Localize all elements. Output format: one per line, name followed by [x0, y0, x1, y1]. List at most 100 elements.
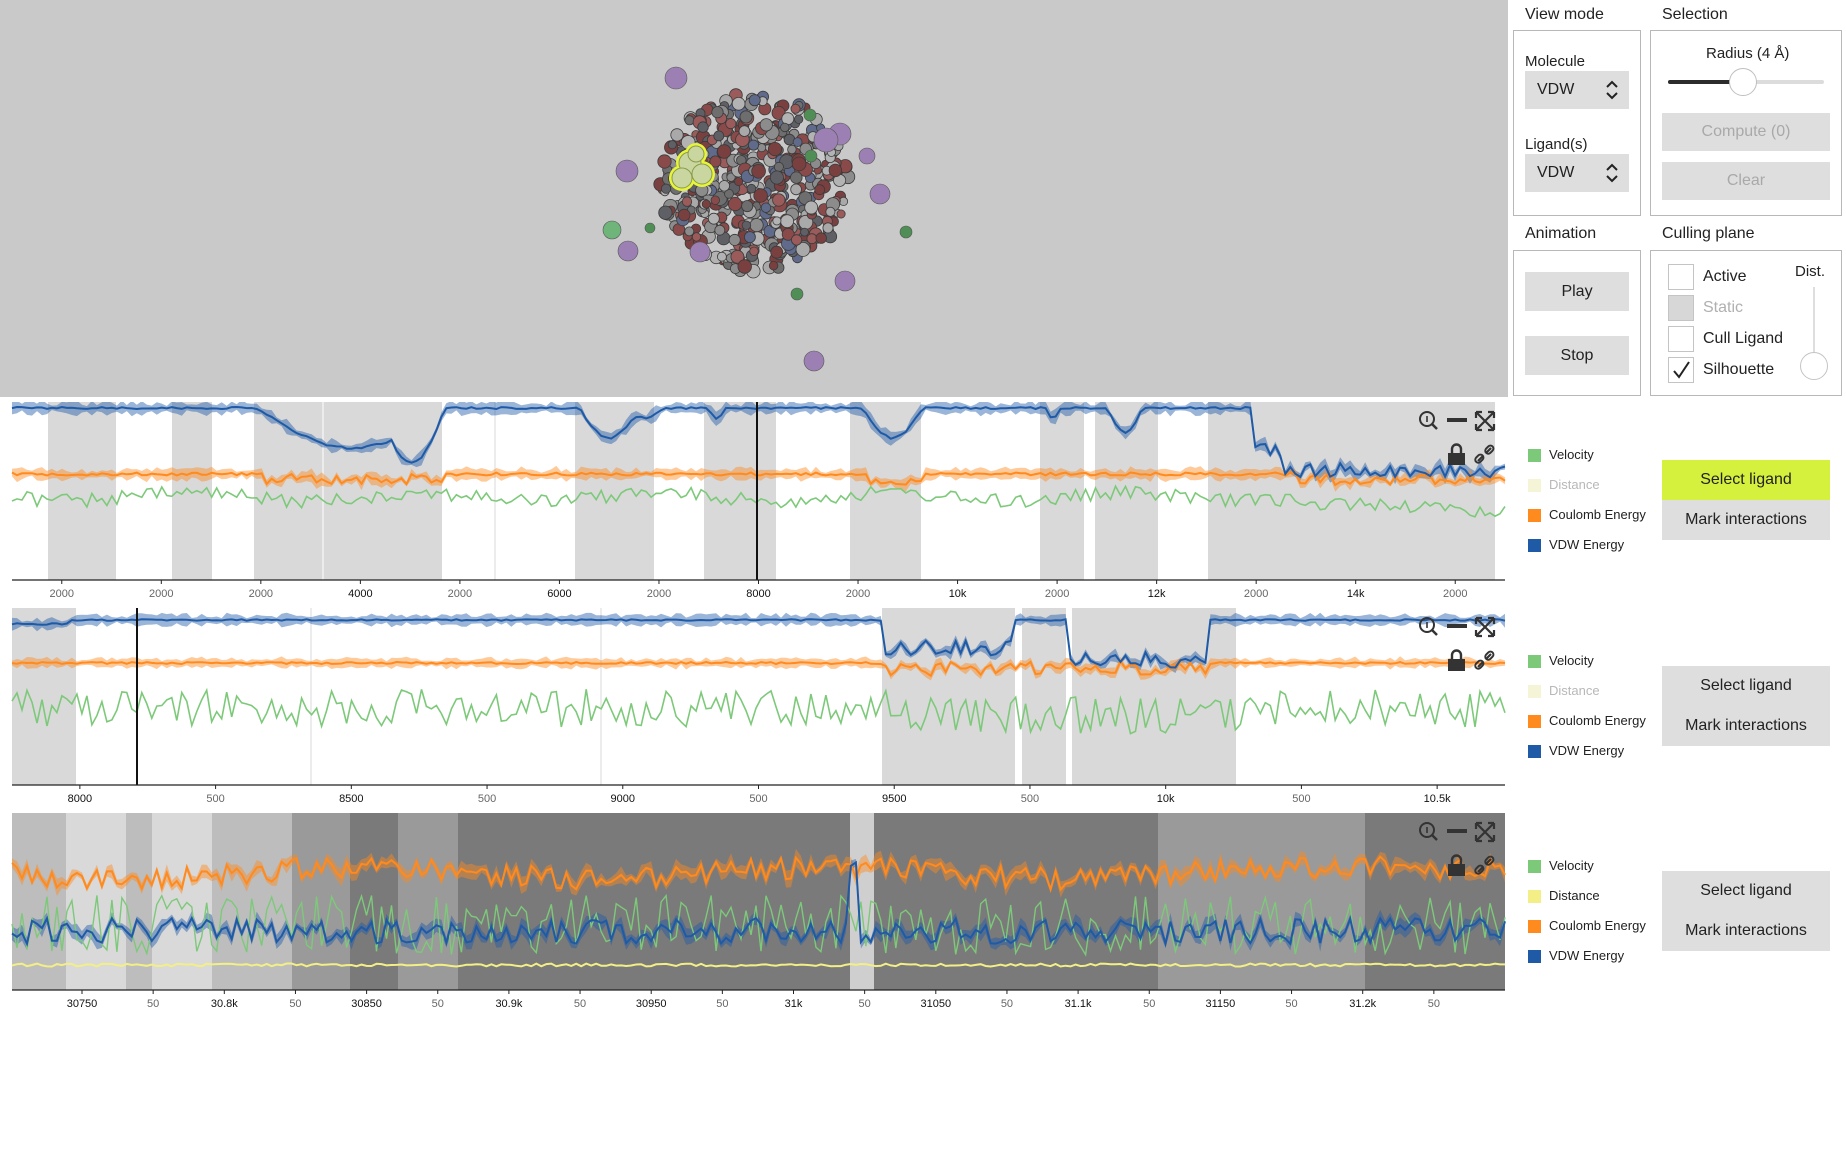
selected-ligand[interactable]: [669, 143, 715, 191]
timeline-chart-2[interactable]: 8000 500 8500 500 9000 500 9500 500 10k 500 10.5k: [0, 608, 1846, 818]
atom: [825, 206, 836, 217]
interaction-region[interactable]: [12, 813, 66, 990]
interaction-region[interactable]: [1208, 402, 1495, 580]
ligands-select[interactable]: VDW: [1525, 154, 1629, 192]
lock-icon[interactable]: [1448, 649, 1465, 671]
atom: [814, 184, 826, 196]
legend-item[interactable]: Distance: [1528, 683, 1658, 699]
mark-interactions-button[interactable]: Mark interactions: [1662, 911, 1830, 951]
cull-ligand-checkbox[interactable]: [1668, 326, 1694, 352]
legend-item[interactable]: Velocity: [1528, 447, 1658, 463]
interaction-region[interactable]: [850, 813, 874, 990]
zoom-icon[interactable]: [1419, 411, 1438, 430]
radius-slider-knob[interactable]: [1728, 68, 1757, 96]
molecule-viewport[interactable]: [0, 0, 1508, 397]
link-icon[interactable]: [1474, 855, 1495, 875]
interaction-region[interactable]: [1072, 608, 1236, 785]
interaction-region[interactable]: [254, 402, 442, 580]
x-tick-label: 8000: [746, 588, 770, 600]
legend-item[interactable]: Coulomb Energy: [1528, 918, 1658, 934]
atom: [684, 226, 695, 237]
atom: [787, 144, 797, 155]
fullscreen-icon[interactable]: [1474, 821, 1496, 843]
x-tick-label: 6000: [547, 588, 571, 600]
x-tick-label: 2000: [448, 588, 472, 600]
interaction-region[interactable]: [1365, 813, 1505, 990]
legend-item[interactable]: Velocity: [1528, 653, 1658, 669]
select-ligand-button[interactable]: Select ligand: [1662, 871, 1830, 911]
static-checkbox[interactable]: [1668, 295, 1694, 321]
timeline-chart-1[interactable]: 2000 2000 2000 4000 2000 6000 2000 8000 2000 10k 2…: [0, 402, 1846, 612]
minimize-icon[interactable]: [1447, 624, 1467, 628]
zoom-icon[interactable]: [1419, 617, 1438, 636]
atom: [744, 231, 756, 244]
molecule-render[interactable]: [0, 0, 1508, 397]
atom: [790, 183, 802, 196]
lock-icon[interactable]: [1448, 443, 1465, 465]
mark-interactions-button[interactable]: Mark interactions: [1662, 706, 1830, 746]
active-checkbox[interactable]: [1668, 264, 1694, 290]
x-tick-label: 14k: [1347, 588, 1365, 600]
mark-interactions-button[interactable]: Mark interactions: [1662, 500, 1830, 540]
clear-button[interactable]: Clear: [1662, 162, 1830, 200]
interaction-region[interactable]: [1158, 813, 1230, 990]
legend-item[interactable]: Coulomb Energy: [1528, 713, 1658, 729]
dist-slider-knob[interactable]: [1800, 352, 1828, 380]
fullscreen-icon[interactable]: [1474, 616, 1496, 638]
play-button[interactable]: Play: [1525, 272, 1629, 311]
interaction-region[interactable]: [704, 402, 776, 580]
x-tick-label: 31k: [785, 998, 803, 1010]
interaction-region[interactable]: [48, 402, 116, 580]
select-ligand-button[interactable]: Select ligand: [1662, 666, 1830, 706]
interaction-region[interactable]: [398, 813, 458, 990]
zoom-icon[interactable]: [1419, 822, 1438, 841]
atom: [746, 183, 757, 194]
legend-item[interactable]: VDW Energy: [1528, 948, 1658, 964]
dist-slider-track[interactable]: [1813, 287, 1815, 367]
interaction-region[interactable]: [172, 402, 212, 580]
legend-swatch: [1528, 539, 1541, 552]
interaction-region[interactable]: [458, 813, 850, 990]
fullscreen-icon[interactable]: [1474, 410, 1496, 432]
atom: [725, 118, 737, 130]
compute-button[interactable]: Compute (0): [1662, 113, 1830, 151]
atom: [794, 114, 804, 124]
ion-sphere: [602, 220, 622, 240]
stop-button[interactable]: Stop: [1525, 336, 1629, 375]
interaction-region[interactable]: [152, 813, 212, 990]
link-icon[interactable]: [1474, 444, 1495, 464]
x-tick-label: 30850: [351, 998, 382, 1010]
molecule-select[interactable]: VDW: [1525, 71, 1629, 109]
silhouette-checkbox[interactable]: [1668, 357, 1694, 383]
interaction-region[interactable]: [126, 813, 152, 990]
legend-item[interactable]: VDW Energy: [1528, 537, 1658, 553]
minimize-icon[interactable]: [1447, 829, 1467, 833]
atom: [751, 164, 766, 179]
view-mode-title: View mode: [1525, 6, 1604, 23]
legend-item[interactable]: Velocity: [1528, 858, 1658, 874]
atom: [681, 196, 693, 207]
legend-item[interactable]: Coulomb Energy: [1528, 507, 1658, 523]
interaction-region[interactable]: [1022, 608, 1066, 785]
interaction-region[interactable]: [874, 813, 1158, 990]
legend-item[interactable]: Distance: [1528, 888, 1658, 904]
legend-label: Velocity: [1549, 858, 1594, 873]
atom: [707, 212, 720, 225]
legend-item[interactable]: Distance: [1528, 477, 1658, 493]
select-ligand-button[interactable]: Select ligand: [1662, 460, 1830, 500]
timeline-chart-3[interactable]: 30750 50 30.8k 50 30850 50 30.9k 50 30950 50 31k 50…: [0, 813, 1846, 1023]
interaction-region[interactable]: [1230, 813, 1300, 990]
lock-icon[interactable]: [1448, 854, 1465, 876]
interaction-region[interactable]: [882, 608, 1015, 785]
ligands-label: Ligand(s): [1525, 136, 1588, 153]
minimize-icon[interactable]: [1447, 418, 1467, 422]
atom: [739, 110, 753, 124]
interaction-region[interactable]: [1040, 402, 1084, 580]
dist-label: Dist.: [1795, 263, 1825, 280]
interaction-region[interactable]: [350, 813, 398, 990]
molecule-label: Molecule: [1525, 53, 1586, 70]
legend-item[interactable]: VDW Energy: [1528, 743, 1658, 759]
x-tick-label: 8000: [68, 793, 92, 805]
link-icon[interactable]: [1474, 650, 1495, 670]
interaction-region[interactable]: [12, 608, 76, 785]
